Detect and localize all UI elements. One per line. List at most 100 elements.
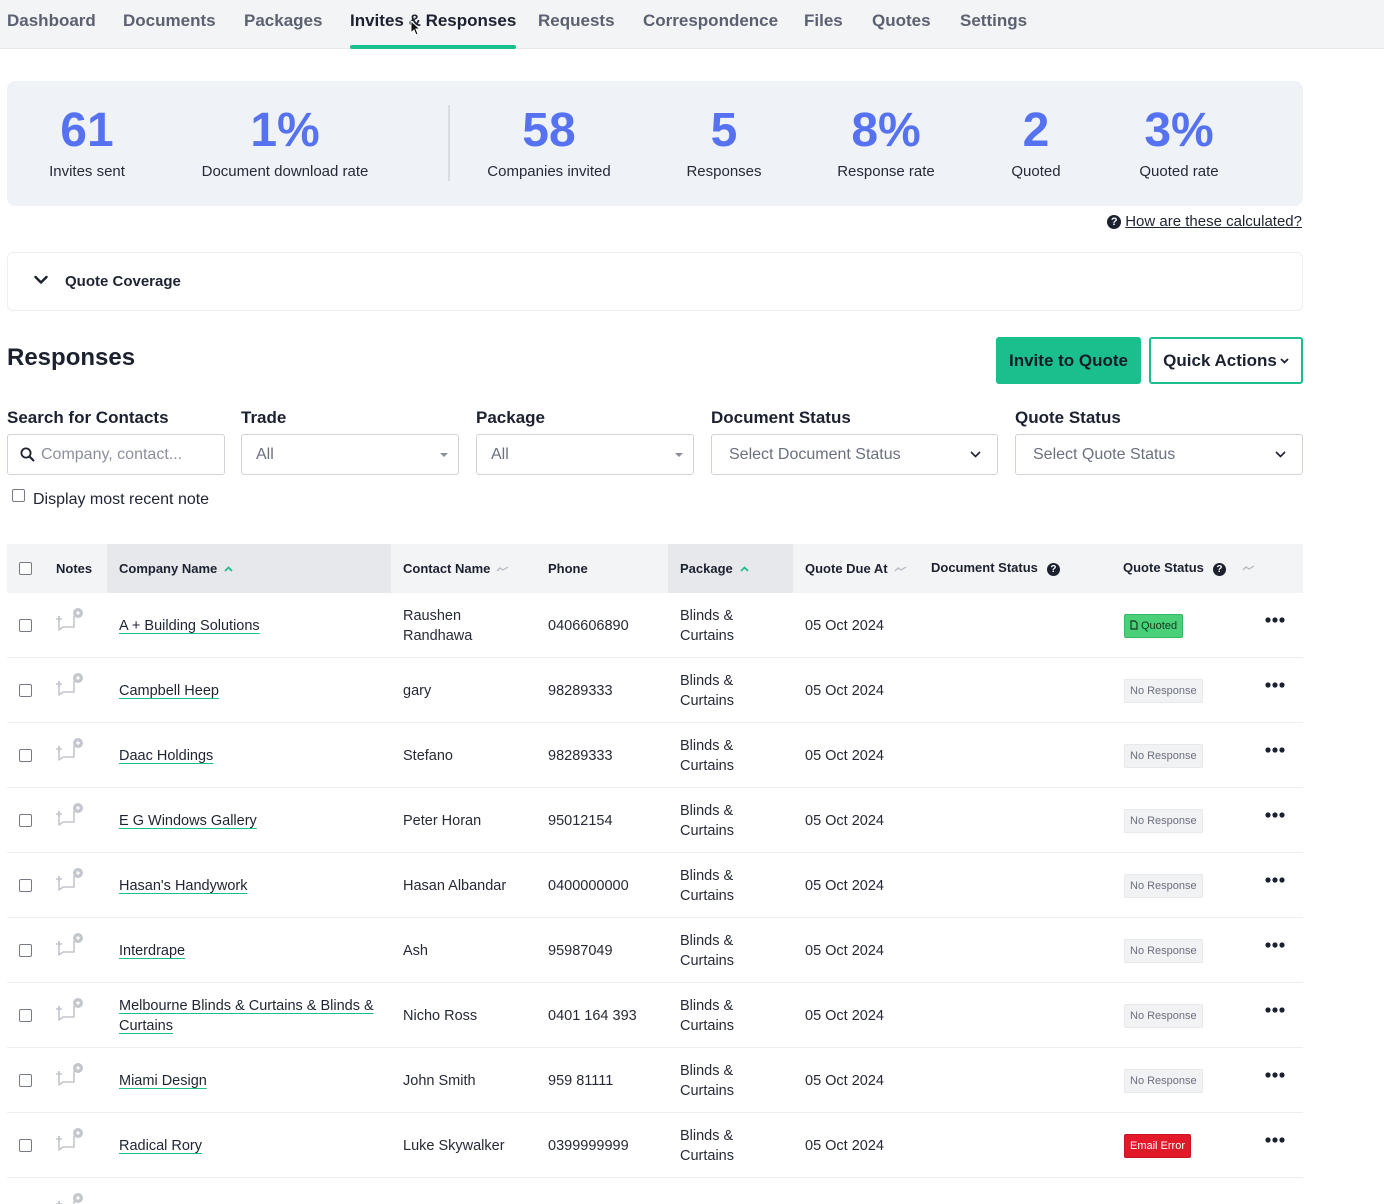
row-checkbox[interactable] bbox=[19, 749, 32, 762]
tab-settings[interactable]: Settings bbox=[960, 11, 1028, 30]
company-link[interactable]: Campbell Heep bbox=[119, 683, 219, 699]
table-row[interactable]: Miami Design John Smith 959 81111 Blinds & … bbox=[7, 1048, 1303, 1113]
more-actions-icon[interactable] bbox=[1264, 1135, 1286, 1145]
how-calculated-link[interactable]: How are these calculated? bbox=[1125, 213, 1302, 230]
stat-label: Quoted bbox=[1011, 163, 1061, 180]
table-row[interactable]: Campbell Heep gary 98289333 Blinds & Curtai… bbox=[7, 658, 1303, 723]
company-link[interactable]: Radical Rory bbox=[119, 1138, 202, 1154]
more-actions-icon[interactable] bbox=[1264, 940, 1286, 950]
package-name: Blinds & Curtains bbox=[680, 1128, 734, 1164]
more-actions-icon[interactable] bbox=[1264, 615, 1286, 625]
table-row[interactable]: E G Windows Gallery Peter Horan 95012154 Bl… bbox=[7, 788, 1303, 853]
company-link[interactable]: Hasan's Handywork bbox=[119, 878, 248, 894]
row-checkbox[interactable] bbox=[19, 1074, 32, 1087]
more-actions-icon[interactable] bbox=[1264, 680, 1286, 690]
tab-packages[interactable]: Packages bbox=[244, 11, 323, 30]
more-actions-icon[interactable] bbox=[1264, 875, 1286, 885]
stat-label: Invites sent bbox=[49, 163, 125, 180]
document-status-label: Document Status bbox=[711, 408, 851, 427]
header-quote-status-label: Quote Status bbox=[1123, 560, 1204, 575]
row-checkbox[interactable] bbox=[19, 814, 32, 827]
invite-to-quote-button[interactable]: Invite to Quote bbox=[996, 337, 1141, 384]
row-checkbox[interactable] bbox=[19, 1139, 32, 1152]
quote-status-select[interactable]: Select Quote Status bbox=[1015, 434, 1303, 475]
table-row[interactable]: Daac Holdings Stefano 98289333 Blinds & Cur… bbox=[7, 723, 1303, 788]
more-actions-icon[interactable] bbox=[1264, 745, 1286, 755]
row-checkbox[interactable] bbox=[19, 619, 32, 632]
chevron-down-icon[interactable] bbox=[34, 275, 48, 285]
document-status-select[interactable]: Select Document Status bbox=[711, 434, 998, 475]
tab-dashboard[interactable]: Dashboard bbox=[7, 11, 96, 30]
row-checkbox[interactable] bbox=[19, 684, 32, 697]
stat-label: Companies invited bbox=[487, 163, 611, 180]
table-row[interactable]: Blinds & bbox=[7, 1178, 1303, 1204]
company-link[interactable]: Daac Holdings bbox=[119, 748, 214, 764]
search-input[interactable]: Company, contact... bbox=[7, 434, 225, 475]
tab-correspondence[interactable]: Correspondence bbox=[643, 11, 779, 30]
quote-status-badge: No Response bbox=[1124, 744, 1203, 768]
table-row[interactable]: A + Building Solutions Raushen Randhawa 04… bbox=[7, 593, 1303, 658]
company-link[interactable]: E G Windows Gallery bbox=[119, 813, 257, 829]
row-checkbox[interactable] bbox=[19, 1009, 32, 1022]
company-link[interactable]: Miami Design bbox=[119, 1073, 207, 1089]
company-link[interactable]: Interdrape bbox=[119, 943, 186, 959]
table-row[interactable]: Melbourne Blinds & Curtains & Blinds & C… bbox=[7, 983, 1303, 1048]
contact-name: John Smith bbox=[403, 1073, 476, 1089]
trade-select[interactable]: All bbox=[241, 434, 459, 475]
package-select[interactable]: All bbox=[476, 434, 694, 475]
add-note-icon[interactable] bbox=[54, 738, 84, 766]
header-contact-name[interactable]: Contact Name bbox=[403, 561, 509, 576]
how-calculated-help: ? How are these calculated? bbox=[1107, 213, 1302, 230]
stat-companies-invited: 58 Companies invited bbox=[479, 81, 619, 206]
table-row[interactable]: Radical Rory Luke Skywalker 0399999999 Blin… bbox=[7, 1113, 1303, 1178]
question-circle-icon: ? bbox=[1107, 215, 1122, 229]
add-note-icon[interactable] bbox=[54, 608, 84, 636]
add-note-icon[interactable] bbox=[54, 998, 84, 1026]
quote-status-badge: No Response bbox=[1124, 809, 1203, 833]
stat-quoted-rate: 3% Quoted rate bbox=[1129, 81, 1229, 206]
table-header: Notes Company Name Contact Name Phone Pa… bbox=[7, 544, 1303, 593]
more-actions-icon[interactable] bbox=[1264, 1005, 1286, 1015]
company-link[interactable]: Melbourne Blinds & Curtains & Blinds & C… bbox=[119, 998, 374, 1034]
tab-requests[interactable]: Requests bbox=[538, 11, 615, 30]
recent-note-toggle[interactable]: Display most recent note bbox=[12, 489, 209, 509]
package-name: Blinds & Curtains bbox=[680, 738, 734, 774]
add-note-icon[interactable] bbox=[54, 933, 84, 961]
quote-due-date: 05 Oct 2024 bbox=[805, 748, 884, 764]
add-note-icon[interactable] bbox=[54, 1128, 84, 1156]
header-quote-status[interactable]: Quote Status? bbox=[1123, 560, 1255, 576]
tab-files[interactable]: Files bbox=[804, 11, 843, 30]
status-text: No Response bbox=[1130, 1075, 1197, 1087]
row-checkbox[interactable] bbox=[19, 879, 32, 892]
recent-note-label: Display most recent note bbox=[33, 491, 210, 508]
question-circle-icon[interactable]: ? bbox=[1212, 563, 1226, 576]
company-link[interactable]: A + Building Solutions bbox=[119, 618, 260, 634]
add-note-icon[interactable] bbox=[54, 868, 84, 896]
tab-invites-responses[interactable]: Invites & Responses bbox=[350, 0, 517, 49]
table-row[interactable]: Hasan's Handywork Hasan Albandar 040000000… bbox=[7, 853, 1303, 918]
header-company-name[interactable]: Company Name bbox=[119, 561, 233, 576]
tab-quotes[interactable]: Quotes bbox=[872, 11, 931, 30]
status-text: No Response bbox=[1130, 880, 1197, 892]
more-actions-icon[interactable] bbox=[1264, 1070, 1286, 1080]
stat-value: 3% bbox=[1144, 104, 1214, 157]
add-note-icon[interactable] bbox=[54, 1193, 84, 1204]
header-package[interactable]: Package bbox=[680, 561, 749, 576]
more-actions-icon[interactable] bbox=[1264, 810, 1286, 820]
quick-actions-button[interactable]: Quick Actions bbox=[1149, 337, 1303, 384]
quote-status-value: Select Quote Status bbox=[1033, 446, 1176, 463]
quote-due-date: 05 Oct 2024 bbox=[805, 878, 884, 894]
add-note-icon[interactable] bbox=[54, 673, 84, 701]
quote-coverage-panel[interactable]: Quote Coverage bbox=[7, 252, 1303, 311]
row-checkbox[interactable] bbox=[19, 944, 32, 957]
question-circle-icon[interactable]: ? bbox=[1046, 563, 1060, 576]
stat-value: 5 bbox=[710, 104, 738, 157]
add-note-icon[interactable] bbox=[54, 1063, 84, 1091]
tab-documents[interactable]: Documents bbox=[123, 11, 216, 30]
header-quote-due-at[interactable]: Quote Due At bbox=[805, 561, 907, 576]
phone-number: 0400000000 bbox=[548, 878, 629, 894]
select-all-checkbox[interactable] bbox=[19, 562, 32, 575]
add-note-icon[interactable] bbox=[54, 803, 84, 831]
table-row[interactable]: Interdrape Ash 95987049 Blinds & Curtains 05… bbox=[7, 918, 1303, 983]
recent-note-checkbox[interactable] bbox=[12, 489, 25, 502]
